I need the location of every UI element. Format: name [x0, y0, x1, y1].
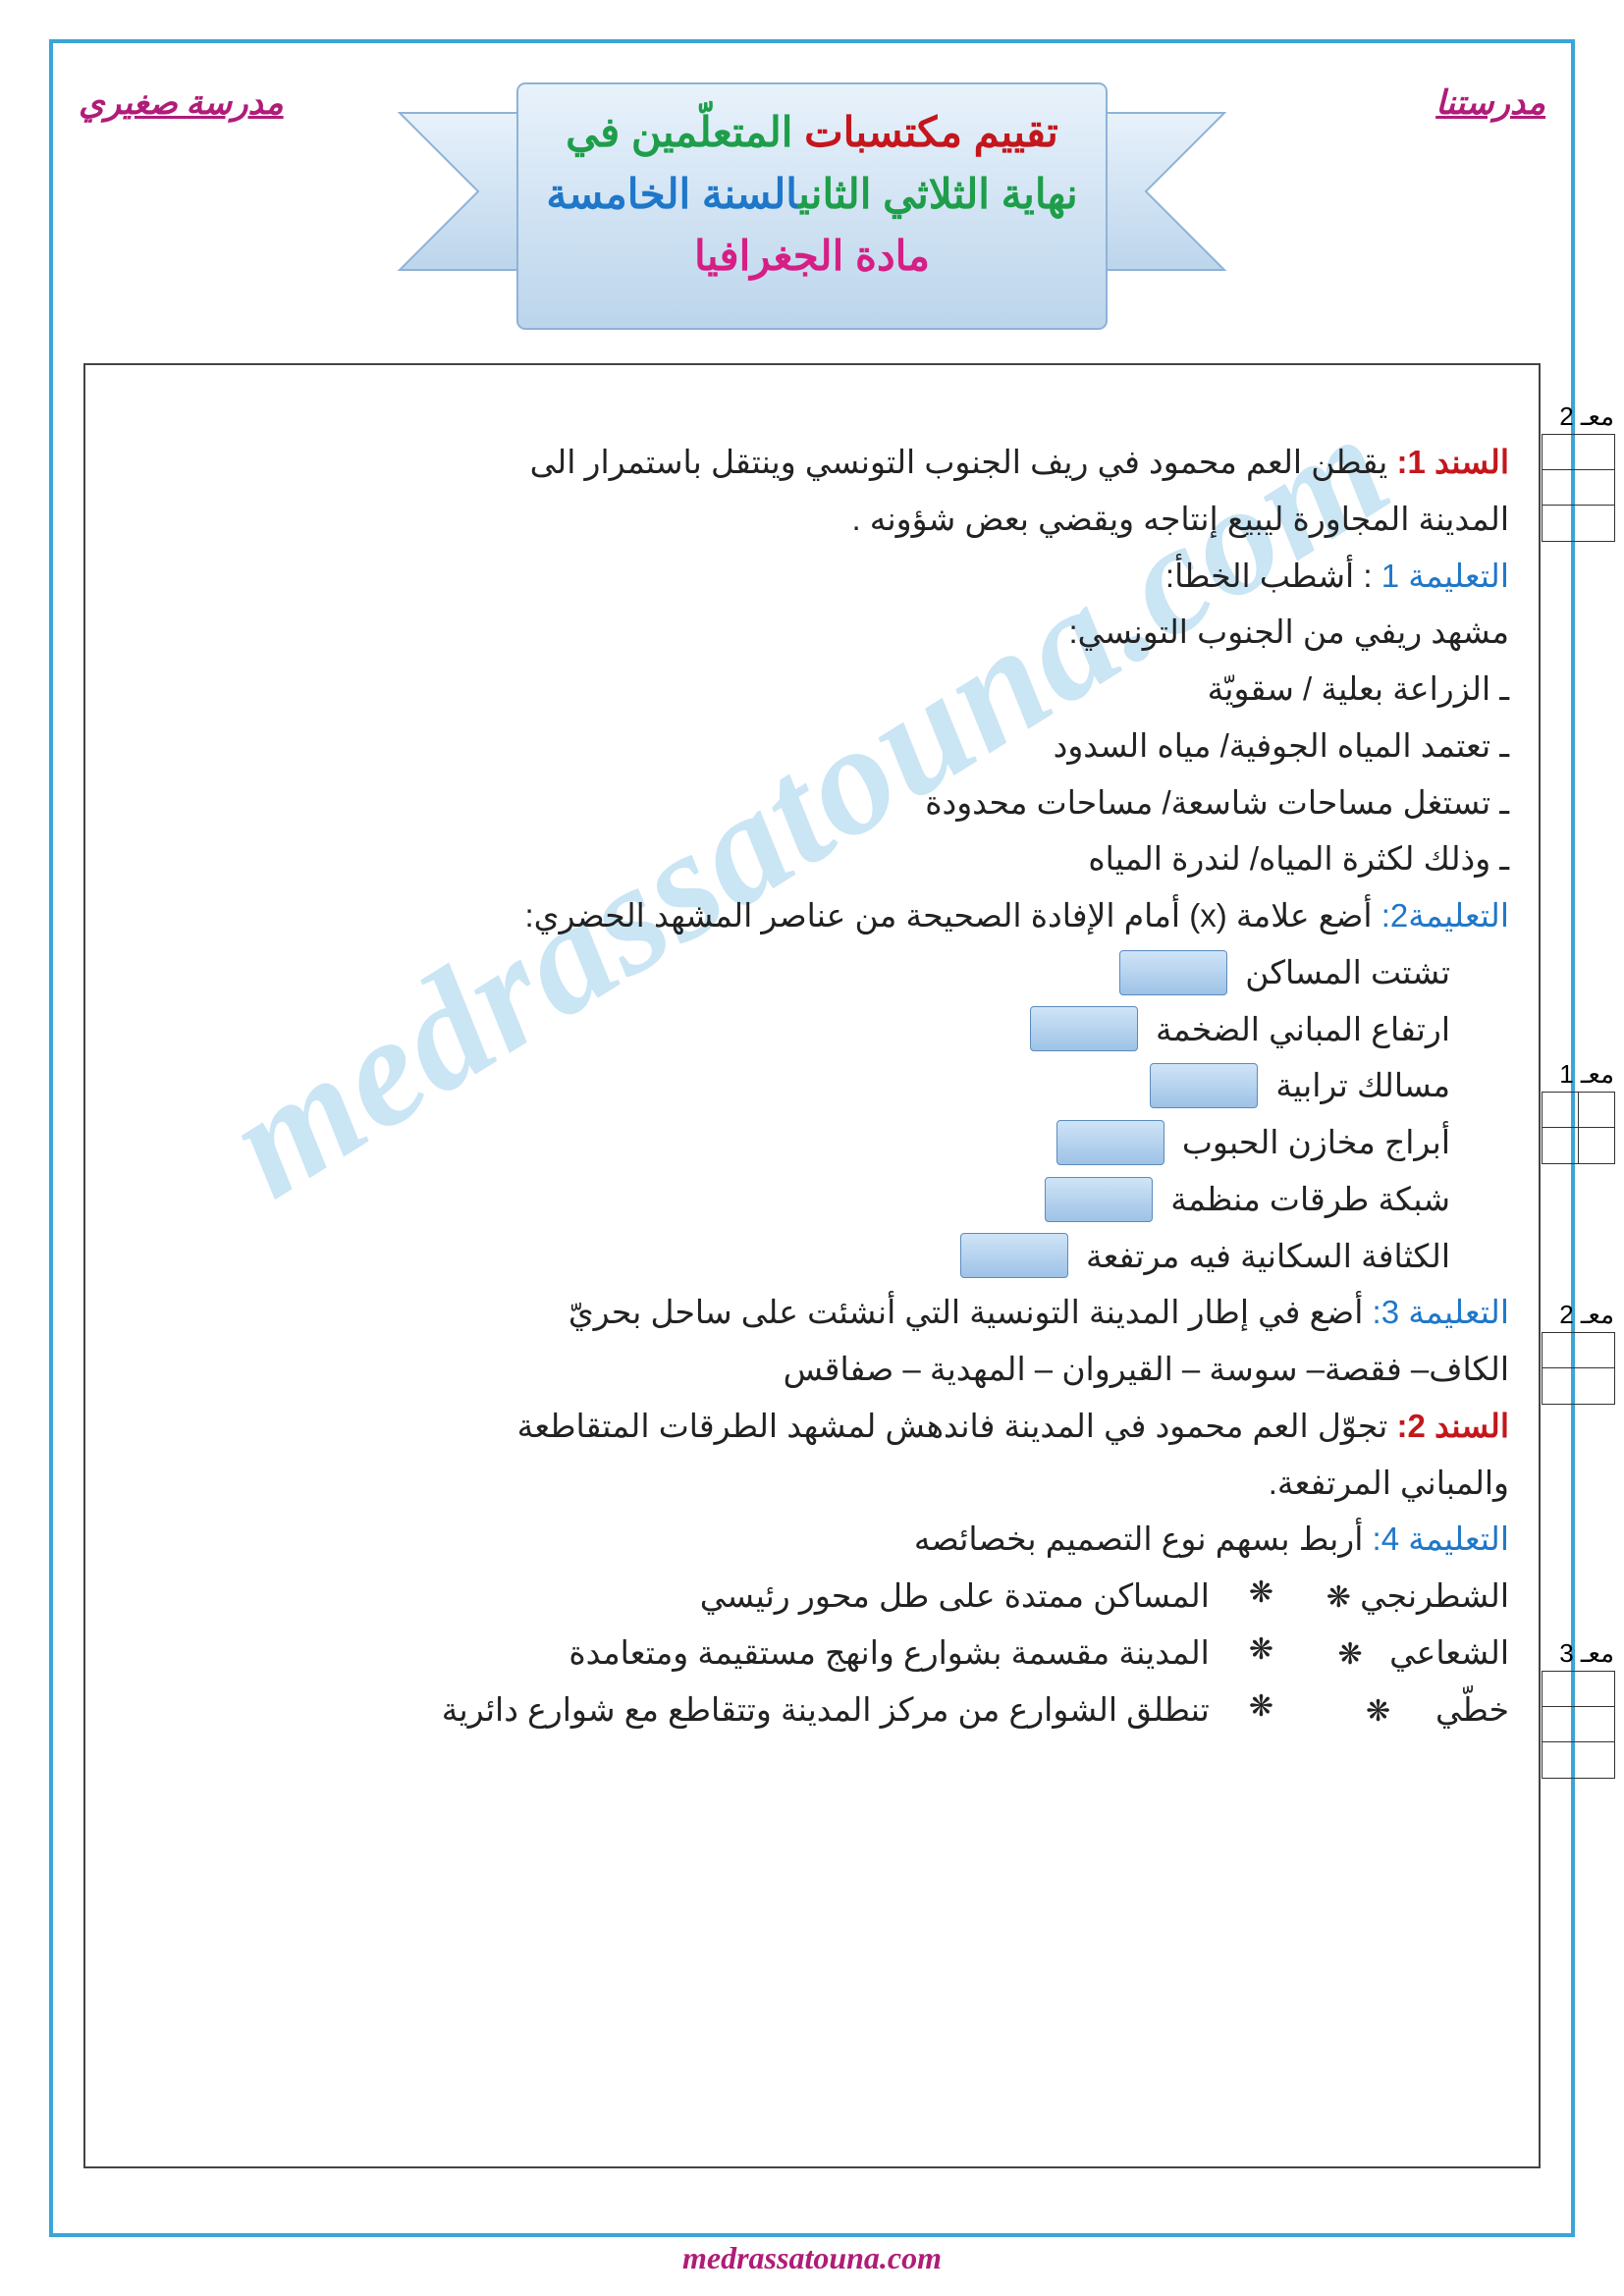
inst3-cities: الكاف– فقصة– سوسة – القيروان – المهدية –…	[115, 1341, 1509, 1398]
sanad2-text-a: تجوّل العم محمود في المدينة فاندهش لمشهد…	[517, 1408, 1397, 1444]
sanad1-label: السند 1:	[1397, 444, 1509, 480]
inst2-option: الكثافة السكانية فيه مرتفعة	[115, 1228, 1450, 1285]
inst2-label: التعليمة2:	[1381, 897, 1509, 934]
inst2-line: التعليمة2: أضع علامة (x) أمام الإفادة ال…	[115, 887, 1509, 944]
inst1-item: ـ وذلك لكثرة المياه/ لندرة المياه	[115, 830, 1509, 887]
inst2-option-label: ارتفاع المباني الضخمة	[1156, 1001, 1450, 1058]
star-icon: ❋	[1366, 1695, 1390, 1728]
inst1-item: ـ تعتمد المياه الجوفية/ مياه السدود	[115, 718, 1509, 774]
inst2-option: شبكة طرقات منظمة	[115, 1171, 1450, 1228]
content-body: السند 1: يقطن العم محمود في ريف الجنوب ا…	[115, 434, 1509, 1737]
sanad2-line2: والمباني المرتفعة.	[115, 1455, 1509, 1512]
score-label-2: معـ 1	[1559, 1059, 1614, 1090]
checkbox[interactable]	[1030, 1006, 1138, 1051]
star-icon: ❋	[1338, 1638, 1363, 1671]
checkbox[interactable]	[1119, 950, 1227, 995]
inst2-text: أضع علامة (x) أمام الإفادة الصحيحة من عن…	[524, 897, 1380, 934]
score-box-2: معـ 1	[1542, 1092, 1615, 1164]
inst1-item: ـ تستغل مساحات شاسعة/ مساحات محدودة	[115, 774, 1509, 831]
score-box-1: معـ 2	[1542, 434, 1615, 542]
match-name: خطّي	[1435, 1691, 1509, 1728]
checkbox[interactable]	[1150, 1063, 1258, 1108]
score-label-4: معـ 3	[1559, 1638, 1614, 1669]
inst2-option-label: مسالك ترابية	[1275, 1057, 1450, 1114]
school-name-right: مدرستنا	[1435, 83, 1545, 123]
school-name-left: مدرسة صغيري	[79, 83, 284, 123]
footer-url: medrassatouna.com	[0, 2240, 1624, 2276]
match-name: الشطرنجي	[1360, 1577, 1509, 1614]
star-icon: ❋	[1249, 1568, 1273, 1620]
inst1-label: التعليمة 1	[1381, 558, 1509, 594]
inst1-intro: مشهد ريفي من الجنوب التونسي:	[115, 604, 1509, 661]
inst2-list: تشتت المساكن ارتفاع المباني الضخمة مسالك…	[115, 944, 1450, 1285]
match-desc: تنطلق الشوارع من مركز المدينة وتتقاطع مع…	[442, 1691, 1210, 1728]
inst4-line: التعليمة 4: أربط بسهم نوع التصميم بخصائص…	[115, 1511, 1509, 1568]
match-row: الشعاعي ❋ ❋ المدينة مقسمة بشوارع وانهج م…	[115, 1625, 1509, 1682]
inst2-option: ارتفاع المباني الضخمة	[115, 1001, 1450, 1058]
score-box-4: معـ 3	[1542, 1671, 1615, 1779]
inst2-option: مسالك ترابية	[115, 1057, 1450, 1114]
star-icon: ❋	[1249, 1625, 1273, 1677]
banner-line-2: نهاية الثلاثي الثانيالسنة الخامسة	[370, 163, 1254, 225]
match-desc: المساكن ممتدة على طل محور رئيسي	[700, 1577, 1210, 1614]
star-icon: ❋	[1326, 1581, 1351, 1614]
score-label-3: معـ 2	[1559, 1300, 1614, 1330]
banner-text-1a: تقييم مكتسبات	[804, 109, 1058, 155]
match-row: الشطرنجي ❋ ❋ المساكن ممتدة على طل محور ر…	[115, 1568, 1509, 1625]
score-label-1: معـ 2	[1559, 401, 1614, 432]
inst4-text: أربط بسهم نوع التصميم بخصائصه	[914, 1521, 1373, 1557]
inst2-option-label: أبراج مخازن الحبوب	[1182, 1114, 1450, 1171]
inst2-option-label: تشتت المساكن	[1245, 944, 1450, 1001]
match-row: خطّي ❋ ❋ تنطلق الشوارع من مركز المدينة و…	[115, 1682, 1509, 1738]
sanad1-text-a: يقطن العم محمود في ريف الجنوب التونسي وي…	[530, 444, 1397, 480]
banner-text-1b: المتعلّمين في	[566, 109, 804, 155]
banner-text-2b: السنة الخامسة	[546, 171, 798, 217]
sanad1-line1: السند 1: يقطن العم محمود في ريف الجنوب ا…	[115, 434, 1509, 491]
banner-line-1: تقييم مكتسبات المتعلّمين في	[370, 101, 1254, 163]
sanad1-line2: المدينة المجاورة ليبيع إنتاجه ويقضي بعض …	[115, 491, 1509, 548]
inst3-line: التعليمة 3: أضع في إطار المدينة التونسية…	[115, 1284, 1509, 1341]
title-banner: تقييم مكتسبات المتعلّمين في نهاية الثلاث…	[370, 74, 1254, 348]
checkbox[interactable]	[1045, 1177, 1153, 1222]
inst4-label: التعليمة 4:	[1373, 1521, 1509, 1557]
score-box-3: معـ 2	[1542, 1332, 1615, 1405]
inst1-line: التعليمة 1 : أشطب الخطأ:	[115, 548, 1509, 605]
inst3-label: التعليمة 3:	[1373, 1294, 1509, 1330]
inst1-item: ـ الزراعة بعلية / سقويّة	[115, 661, 1509, 718]
header: مدرستنا مدرسة صغيري تقييم مكتسبات المتعل…	[69, 54, 1555, 299]
inst2-option: تشتت المساكن	[115, 944, 1450, 1001]
sanad2-label: السند 2:	[1397, 1408, 1509, 1444]
inst2-option: أبراج مخازن الحبوب	[115, 1114, 1450, 1171]
checkbox[interactable]	[1056, 1120, 1164, 1165]
banner-line-3: مادة الجغرافيا	[370, 225, 1254, 287]
checkbox[interactable]	[960, 1233, 1068, 1278]
match-desc: المدينة مقسمة بشوارع وانهج مستقيمة ومتعا…	[568, 1634, 1209, 1671]
inst1-text: : أشطب الخطأ:	[1165, 558, 1381, 594]
inst2-option-label: شبكة طرقات منظمة	[1170, 1171, 1450, 1228]
banner-text-2a: نهاية الثلاثي الثاني	[798, 171, 1078, 217]
sanad2-line1: السند 2: تجوّل العم محمود في المدينة فان…	[115, 1398, 1509, 1455]
star-icon: ❋	[1249, 1682, 1273, 1734]
content-frame: معـ 2 معـ 1 معـ 2 معـ 3 السند 1: يقطن ال…	[83, 363, 1541, 2168]
inst3-text: أضع في إطار المدينة التونسية التي أنشئت …	[568, 1294, 1373, 1330]
match-name: الشعاعي	[1389, 1634, 1509, 1671]
inst2-option-label: الكثافة السكانية فيه مرتفعة	[1086, 1228, 1450, 1285]
